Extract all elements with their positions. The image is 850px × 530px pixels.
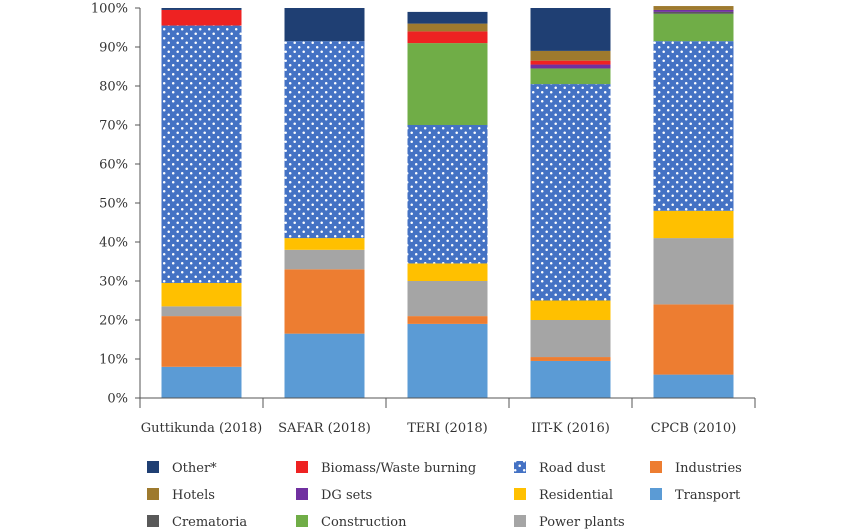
legend-swatch xyxy=(147,515,159,527)
bar-segment-other-2 xyxy=(407,11,488,24)
legend-label: Industries xyxy=(675,461,742,476)
x-category-label: Guttikunda (2018) xyxy=(141,421,262,436)
bar-segment-power-plants-1 xyxy=(284,249,365,270)
bar-segment-transport-2 xyxy=(407,323,488,398)
legend-item-power-plants: Power plants xyxy=(514,515,625,530)
legend-item-road-dust: Road dust xyxy=(514,461,606,476)
y-tick-label: 20% xyxy=(99,314,128,329)
legend-label: Biomass/Waste burning xyxy=(321,461,476,476)
bar-segment-dg-sets-3 xyxy=(530,64,611,69)
bar-segment-road-dust-2 xyxy=(407,125,488,264)
legend-swatch xyxy=(650,488,662,500)
legend-swatch xyxy=(296,515,308,527)
bar-segment-biomass-waste-burning-0 xyxy=(161,9,242,26)
bar-segment-other-0 xyxy=(161,8,242,10)
legend: Other* Biomass/Waste burning Road dust Indu… xyxy=(147,461,742,530)
y-tick-label: 80% xyxy=(99,80,128,95)
x-category-label: SAFAR (2018) xyxy=(278,421,371,436)
bar-segment-other-3 xyxy=(530,8,611,51)
bar-segment-transport-3 xyxy=(530,360,611,398)
y-tick-label: 10% xyxy=(99,353,128,368)
legend-item-construction: Construction xyxy=(296,515,407,530)
bar-segment-biomass-waste-burning-2 xyxy=(407,31,488,44)
x-category-label: TERI (2018) xyxy=(407,421,487,436)
x-axis: Guttikunda (2018) SAFAR (2018) TERI (2018)… xyxy=(139,397,756,436)
legend-item-transport: Transport xyxy=(650,488,741,503)
bar-segment-industries-4 xyxy=(653,304,734,375)
legend-item-biomass-waste-burning: Biomass/Waste burning xyxy=(296,461,476,476)
legend-swatch xyxy=(147,488,159,500)
bar-segment-residential-1 xyxy=(284,238,365,250)
legend-label: Crematoria xyxy=(172,515,247,530)
legend-label: Power plants xyxy=(539,515,625,530)
legend-item-dg-sets: DG sets xyxy=(296,488,372,503)
legend-item-other: Other* xyxy=(147,461,217,476)
bar-segment-construction-3 xyxy=(530,68,611,85)
legend-label: Hotels xyxy=(172,488,215,503)
bar-segment-transport-0 xyxy=(161,366,242,398)
y-tick-label: 90% xyxy=(99,41,128,56)
legend-label: Construction xyxy=(321,515,407,530)
y-tick-label: 60% xyxy=(99,158,128,173)
legend-label: Road dust xyxy=(539,461,606,476)
bar-segment-power-plants-4 xyxy=(653,238,734,305)
bar-segment-industries-1 xyxy=(284,269,365,334)
bar-segment-power-plants-0 xyxy=(161,306,242,317)
bar-segment-construction-4 xyxy=(653,13,734,42)
bar-segment-residential-2 xyxy=(407,263,488,281)
bar-segment-biomass-waste-burning-3 xyxy=(530,60,611,65)
legend-label: Residential xyxy=(539,488,613,503)
bar-segment-residential-4 xyxy=(653,210,734,239)
x-category-label: IIT-K (2016) xyxy=(531,421,610,436)
legend-swatch xyxy=(514,488,526,500)
bar-segment-road-dust-0 xyxy=(161,25,242,283)
legend-item-industries: Industries xyxy=(650,461,742,476)
legend-item-hotels: Hotels xyxy=(147,488,215,503)
bar-segment-power-plants-3 xyxy=(530,320,611,358)
legend-item-residential: Residential xyxy=(514,488,613,503)
legend-swatch xyxy=(650,461,662,473)
y-tick-label: 50% xyxy=(99,197,128,212)
legend-swatch xyxy=(514,515,526,527)
legend-item-crematoria: Crematoria xyxy=(147,515,247,530)
bar-segment-transport-4 xyxy=(653,374,734,398)
bar-segment-hotels-4 xyxy=(653,6,734,10)
bar-segment-industries-3 xyxy=(530,357,611,361)
x-category-label: CPCB (2010) xyxy=(651,421,737,436)
y-axis: 0% 10% 20% 30% 40% 50% 60% 70% 80% 90% 100% xyxy=(91,2,141,407)
legend-label: Other* xyxy=(172,461,217,476)
y-tick-label: 70% xyxy=(99,119,128,134)
bar-segment-other-1 xyxy=(284,8,365,42)
y-tick-label: 0% xyxy=(107,392,128,407)
bar-segment-residential-0 xyxy=(161,282,242,307)
bar-segment-power-plants-2 xyxy=(407,281,488,317)
bar-segment-residential-3 xyxy=(530,300,611,320)
bar-segment-road-dust-4 xyxy=(653,41,734,211)
y-tick-label: 30% xyxy=(99,275,128,290)
bar-segment-road-dust-1 xyxy=(284,41,365,239)
legend-swatch xyxy=(296,488,308,500)
legend-swatch xyxy=(514,461,526,473)
legend-label: Transport xyxy=(675,488,741,503)
y-tick-label: 40% xyxy=(99,236,128,251)
bar-segment-hotels-3 xyxy=(530,50,611,61)
bar-segment-crematoria-4 xyxy=(653,11,734,14)
legend-swatch xyxy=(147,461,159,473)
bar-segment-transport-1 xyxy=(284,333,365,398)
bar-stacks xyxy=(161,6,734,398)
legend-swatch xyxy=(296,461,308,473)
legend-label: DG sets xyxy=(321,488,372,503)
bar-segment-hotels-2 xyxy=(407,23,488,32)
bar-segment-industries-0 xyxy=(161,316,242,367)
bar-segment-industries-2 xyxy=(407,316,488,324)
bar-segment-dg-sets-4 xyxy=(653,9,734,12)
bar-segment-road-dust-3 xyxy=(530,84,611,301)
bar-segment-construction-2 xyxy=(407,43,488,125)
y-tick-label: 100% xyxy=(91,2,128,17)
